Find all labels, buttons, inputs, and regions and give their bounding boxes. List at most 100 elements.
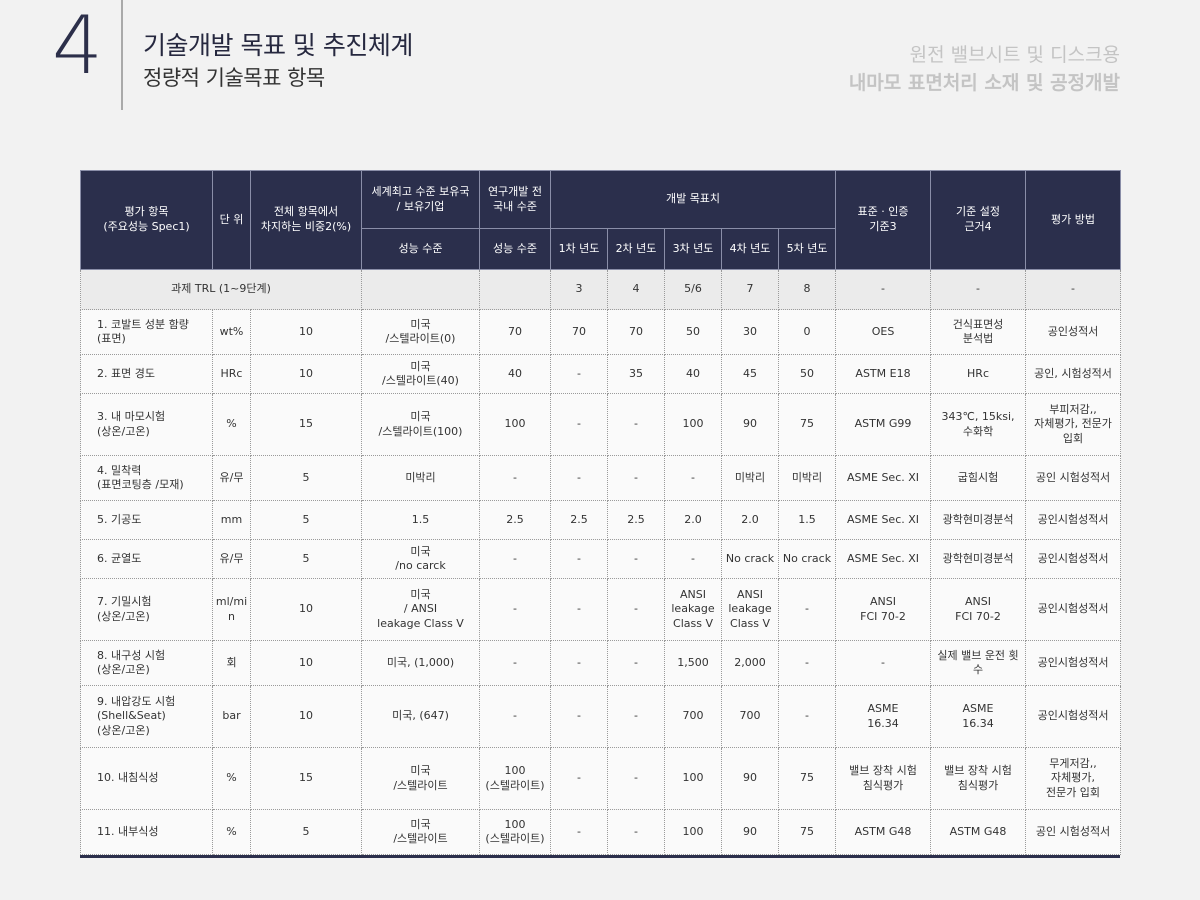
header-method-label: 평가 방법 <box>1051 212 1095 226</box>
cell-y3: 100 <box>664 393 722 456</box>
cell-basis: 광학현미경분석 <box>930 539 1027 579</box>
cell-world: 미국 /스텔라이트 <box>361 809 480 855</box>
cell-domestic: 100 <box>479 393 551 456</box>
cell-y3: 40 <box>664 354 722 394</box>
cell-weight: 10 <box>250 354 362 394</box>
cell-standard: ASTM G48 <box>835 809 932 855</box>
cell-y1: - <box>550 455 608 501</box>
cell-y4: 미박리 <box>721 455 779 501</box>
header-standard: 표준 · 인증 기준3 <box>835 170 932 270</box>
table-row: 5. 기공도 mm 5 1.5 2.5 2.5 2.5 2.0 2.0 1.5 ASME Sec. … <box>80 500 1122 540</box>
cell-y2: 2.5 <box>607 500 665 540</box>
cell-method: 공인 시험성적서 <box>1025 809 1122 855</box>
cell-y1: - <box>550 809 608 855</box>
cell-y4: 45 <box>721 354 779 394</box>
table-row: 9. 내압강도 시험 (Shell&Seat) (상온/고온) bar 10 미국, … <box>80 685 1122 748</box>
header-standard-label: 표준 · 인증 기준3 <box>857 205 909 233</box>
cell-y2: - <box>607 455 665 501</box>
cell-world: 미국, (1,000) <box>361 640 480 686</box>
cell-method: 공인시험성적서 <box>1025 578 1122 641</box>
cell-item: 1. 코발트 성분 함량 (표면) <box>80 309 213 355</box>
cell-weight: 15 <box>250 747 362 810</box>
cell-world: 1.5 <box>361 500 480 540</box>
cell-method: 공인 시험성적서 <box>1025 455 1122 501</box>
cell-domestic: 2.5 <box>479 500 551 540</box>
cell-y4: 30 <box>721 309 779 355</box>
cell-y3: 700 <box>664 685 722 748</box>
cell-y4: No crack <box>721 539 779 579</box>
header-unit-label: 단 위 <box>219 212 244 226</box>
cell-method: 공인성적서 <box>1025 309 1122 355</box>
cell-method: 공인시험성적서 <box>1025 685 1122 748</box>
cell-y4: 90 <box>721 809 779 855</box>
trl-year-5: 8 <box>777 269 837 310</box>
cell-world: 미국 /스텔라이트(40) <box>361 354 480 394</box>
cell-standard: OES <box>835 309 932 355</box>
cell-weight: 5 <box>250 539 362 579</box>
header-target-label: 개발 목표치 <box>665 192 721 206</box>
cell-basis: ASTM G48 <box>930 809 1027 855</box>
trl-domestic <box>479 269 551 310</box>
table-row: 11. 내부식성% 5 미국 /스텔라이트 100 (스텔라이트) - -100 90 75 A… <box>80 809 1122 855</box>
section-subtitle: 정량적 기술목표 항목 <box>143 66 325 90</box>
cell-item: 7. 기밀시험 (상온/고온) <box>80 578 213 641</box>
cell-y2: - <box>607 640 665 686</box>
table-row: 3. 내 마모시험 (상온/고온)% 15 미국 /스텔라이트(100) 100- -1… <box>80 393 1122 456</box>
cell-y4: 2,000 <box>721 640 779 686</box>
cell-y5: 1.5 <box>777 500 837 540</box>
cell-method: 공인시험성적서 <box>1025 500 1122 540</box>
cell-unit: wt% <box>212 309 251 355</box>
header-year-4: 4차 년도 <box>721 228 779 270</box>
table-row: 1. 코발트 성분 함량 (표면) wt% 10 미국 /스텔라이트(0) 70 70 70… <box>80 309 1122 355</box>
header-method: 평가 방법 <box>1025 170 1122 270</box>
header-weight: 전체 항목에서 차지하는 비중2(%) <box>250 170 362 270</box>
header-year-1: 1차 년도 <box>550 228 608 270</box>
cell-domestic: 70 <box>479 309 551 355</box>
cell-world: 미국 /스텔라이트(100) <box>361 393 480 456</box>
cell-y1: 70 <box>550 309 608 355</box>
cell-unit: ml/mi n <box>212 578 251 641</box>
cell-weight: 5 <box>250 809 362 855</box>
cell-domestic: - <box>479 640 551 686</box>
cell-item: 4. 밀착력 (표면코팅층 /모재) <box>80 455 213 501</box>
quantitative-goals-table: 평가 항목 (주요성능 Spec1) 단 위 전체 항목에서 차지하는 비중2(… <box>80 170 1122 855</box>
cell-standard: ASME 16.34 <box>835 685 932 748</box>
cell-basis: 실제 밸브 운전 횟수 <box>930 640 1027 686</box>
cell-standard: ASME Sec. XI <box>835 539 932 579</box>
cell-domestic: - <box>479 455 551 501</box>
header-world-best: 세계최고 수준 보유국 / 보유기업 <box>361 170 480 229</box>
cell-unit: mm <box>212 500 251 540</box>
cell-y4: 700 <box>721 685 779 748</box>
cell-y2: 70 <box>607 309 665 355</box>
cell-y1: - <box>550 747 608 810</box>
cell-standard: ASME Sec. XI <box>835 455 932 501</box>
table-row: 6. 균열도 유/무 5 미국 /no carck - - - - No crack No cra… <box>80 539 1122 579</box>
header-year-5: 5차 년도 <box>777 228 837 270</box>
cell-y3: - <box>664 539 722 579</box>
cell-y4: 2.0 <box>721 500 779 540</box>
header-divider <box>121 0 123 110</box>
header-domestic: 연구개발 전 국내 수준 <box>479 170 551 229</box>
cell-unit: 유/무 <box>212 539 251 579</box>
cell-domestic: - <box>479 539 551 579</box>
header-item-label: 평가 항목 (주요성능 Spec1) <box>103 205 190 233</box>
cell-y3: 1,500 <box>664 640 722 686</box>
cell-domestic: 100 (스텔라이트) <box>479 747 551 810</box>
cell-weight: 15 <box>250 393 362 456</box>
cell-y2: - <box>607 539 665 579</box>
cell-y1: - <box>550 539 608 579</box>
cell-y1: - <box>550 354 608 394</box>
header-weight-label: 전체 항목에서 차지하는 비중2(%) <box>260 205 352 233</box>
cell-unit: % <box>212 747 251 810</box>
cell-y2: - <box>607 747 665 810</box>
header-year-3: 3차 년도 <box>664 228 722 270</box>
table-row: 2. 표면 경도 HRc 10 미국 /스텔라이트(40) 40-35 40 45 50 AST… <box>80 354 1122 394</box>
cell-world: 미국, (647) <box>361 685 480 748</box>
cell-unit: 회 <box>212 640 251 686</box>
section-title: 기술개발 목표 및 추진체계 <box>143 31 413 60</box>
cell-y3: 100 <box>664 747 722 810</box>
cell-domestic: - <box>479 685 551 748</box>
cell-y5: - <box>777 578 837 641</box>
cell-y2: - <box>607 809 665 855</box>
cell-standard: 밸브 장착 시험 침식평가 <box>835 747 932 810</box>
